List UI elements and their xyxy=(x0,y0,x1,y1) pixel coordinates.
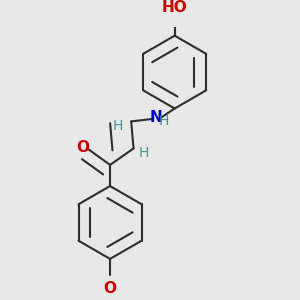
Text: N: N xyxy=(149,110,162,125)
Text: HO: HO xyxy=(162,0,188,14)
Text: H: H xyxy=(159,114,169,128)
Text: H: H xyxy=(113,119,124,133)
Text: O: O xyxy=(103,281,117,296)
Text: O: O xyxy=(76,140,89,155)
Text: H: H xyxy=(139,146,149,160)
